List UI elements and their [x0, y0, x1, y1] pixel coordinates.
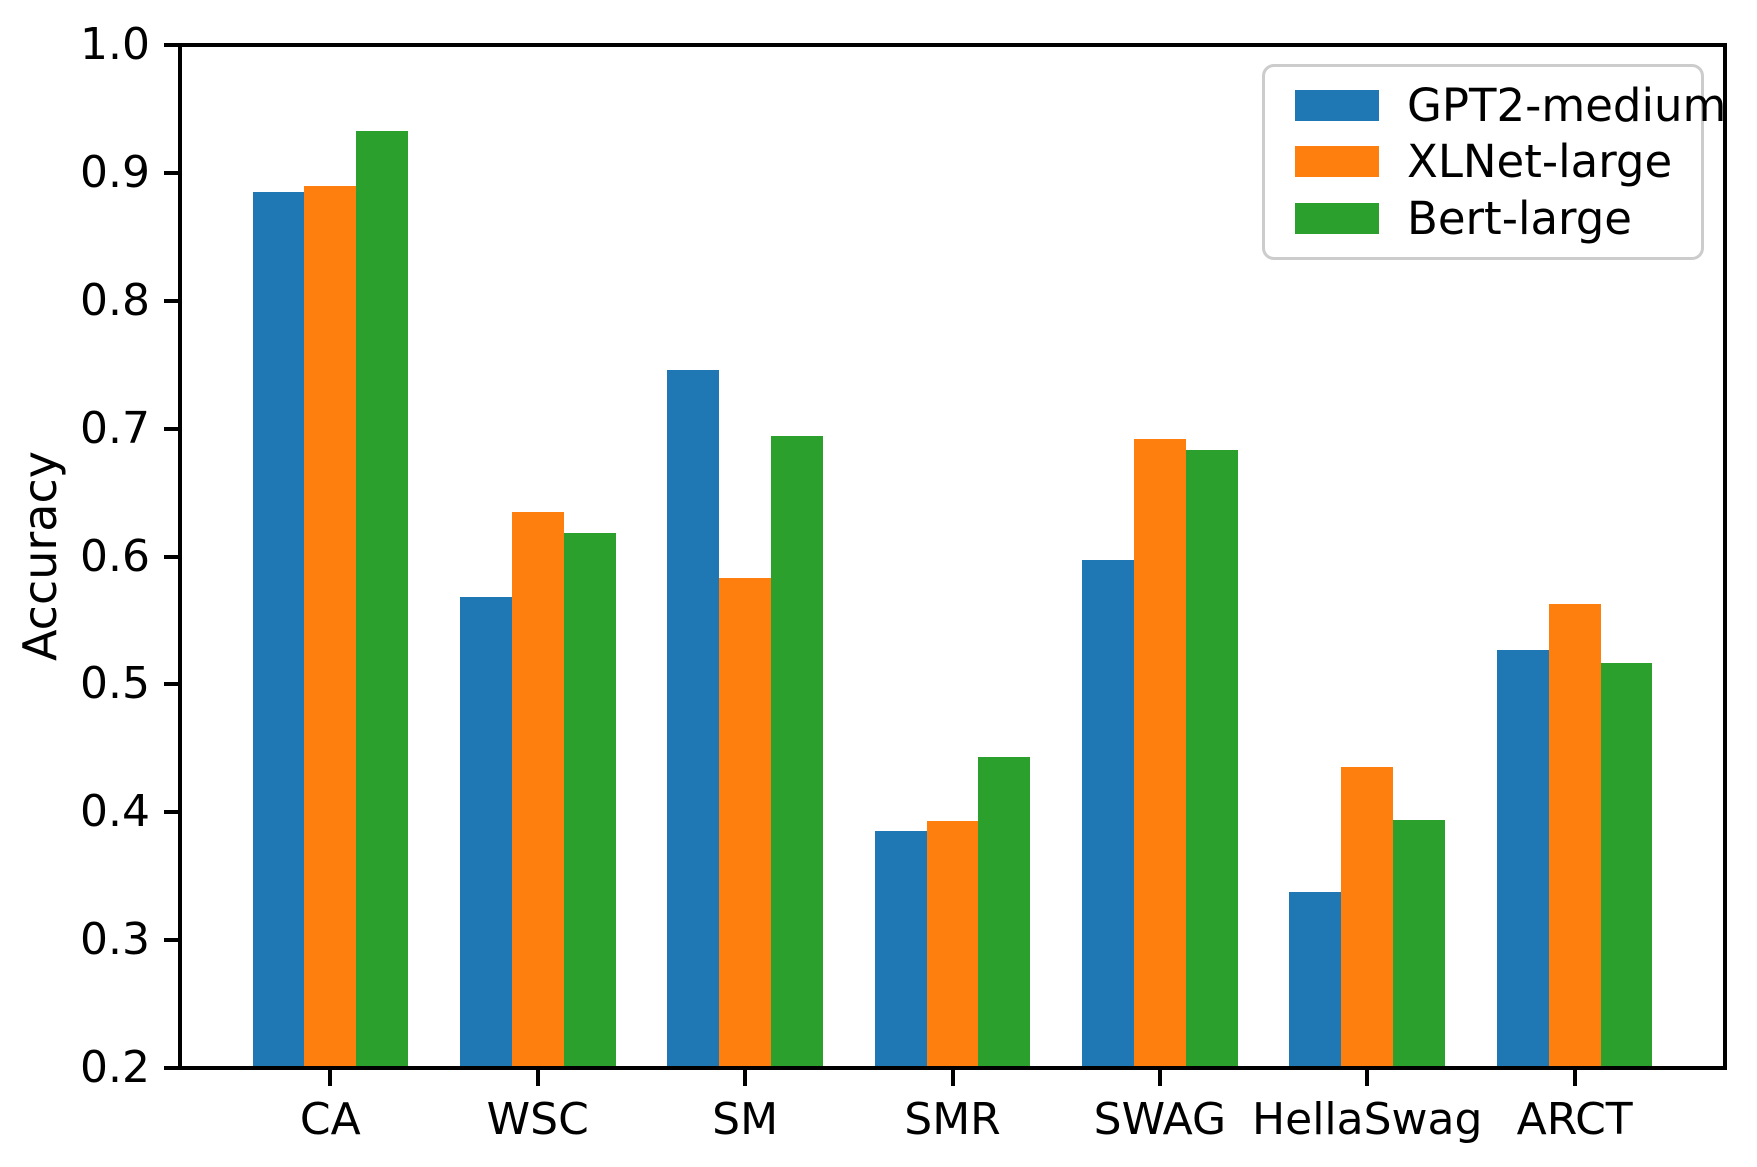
y-tick-label-1.0: 1.0: [80, 19, 150, 70]
x-tick-label-CA: CA: [299, 1094, 361, 1145]
x-tick: [950, 1070, 955, 1086]
y-tick-label-0.5: 0.5: [80, 658, 150, 710]
y-tick-label-0.8: 0.8: [80, 274, 150, 326]
legend-row: GPT2-medium: [1295, 83, 1726, 128]
y-tick: [164, 298, 180, 303]
legend-row: XLNet-large: [1295, 139, 1691, 184]
bar-SM-XLNet-large: [719, 578, 772, 1068]
x-tick: [328, 1070, 333, 1086]
x-tick: [1365, 1070, 1370, 1086]
x-tick: [1572, 1070, 1577, 1086]
bar-ARCT-XLNet-large: [1548, 603, 1601, 1068]
y-tick: [164, 810, 180, 815]
y-tick: [164, 1066, 180, 1070]
bar-SWAG-XLNet-large: [1133, 438, 1186, 1068]
bar-SMR-GPT2-medium: [874, 831, 927, 1068]
x-tick-label-SWAG: SWAG: [1093, 1094, 1227, 1145]
bar-HellaSwag-XLNet-large: [1341, 767, 1394, 1068]
bar-SM-GPT2-medium: [667, 369, 720, 1068]
y-tick-label-0.6: 0.6: [80, 530, 150, 582]
bar-SMR-Bert-large: [978, 757, 1031, 1068]
y-tick-label-0.2: 0.2: [80, 1042, 150, 1093]
legend-swatch-XLNet-large: [1295, 146, 1379, 178]
x-tick-label-SM: SM: [712, 1094, 779, 1145]
x-tick: [743, 1070, 748, 1086]
bar-WSC-XLNet-large: [511, 511, 564, 1068]
bar-HellaSwag-Bert-large: [1393, 819, 1446, 1068]
bar-ARCT-GPT2-medium: [1496, 649, 1549, 1068]
bar-SWAG-Bert-large: [1185, 450, 1238, 1068]
y-tick-label-0.7: 0.7: [80, 402, 150, 454]
y-tick-label-0.4: 0.4: [80, 786, 150, 838]
x-tick: [1157, 1070, 1162, 1086]
bar-WSC-Bert-large: [563, 533, 616, 1068]
right-spine: [1723, 43, 1727, 1070]
bar-WSC-GPT2-medium: [459, 597, 512, 1068]
left-spine-y-axis-line: [178, 43, 182, 1070]
y-tick: [164, 554, 180, 559]
bar-HellaSwag-GPT2-medium: [1289, 891, 1342, 1068]
y-tick: [164, 938, 180, 943]
y-tick-label-0.9: 0.9: [80, 146, 150, 198]
top-spine: [178, 43, 1727, 47]
legend-label-GPT2-medium: GPT2-medium: [1407, 78, 1727, 132]
bar-ARCT-Bert-large: [1600, 662, 1653, 1068]
bar-SMR-XLNet-large: [926, 821, 979, 1068]
y-tick: [164, 682, 180, 687]
bar-CA-XLNet-large: [304, 185, 357, 1068]
legend-row: Bert-large: [1295, 196, 1691, 241]
legend-swatch-Bert-large: [1295, 203, 1379, 235]
x-tick-label-ARCT: ARCT: [1516, 1094, 1633, 1145]
y-tick: [164, 426, 180, 431]
y-tick: [164, 170, 180, 175]
legend: GPT2-medium XLNet-large Bert-large: [1262, 64, 1726, 260]
bar-CA-Bert-large: [356, 130, 409, 1068]
bar-SWAG-GPT2-medium: [1082, 560, 1134, 1068]
legend-label-Bert-large: Bert-large: [1407, 192, 1632, 246]
y-tick-label-0.3: 0.3: [80, 914, 150, 966]
x-tick-label-WSC: WSC: [486, 1094, 589, 1145]
bottom-spine-x-axis-line: [178, 1066, 1727, 1070]
x-tick: [535, 1070, 540, 1086]
bar-CA-GPT2-medium: [252, 192, 305, 1068]
x-tick-label-HellaSwag: HellaSwag: [1252, 1094, 1483, 1145]
bar-SM-Bert-large: [771, 436, 823, 1068]
x-tick-label-SMR: SMR: [904, 1094, 1001, 1145]
legend-swatch-GPT2-medium: [1295, 89, 1379, 121]
legend-label-XLNet-large: XLNet-large: [1407, 135, 1673, 189]
y-axis-label: Accuracy: [13, 450, 67, 662]
y-tick: [164, 43, 180, 47]
